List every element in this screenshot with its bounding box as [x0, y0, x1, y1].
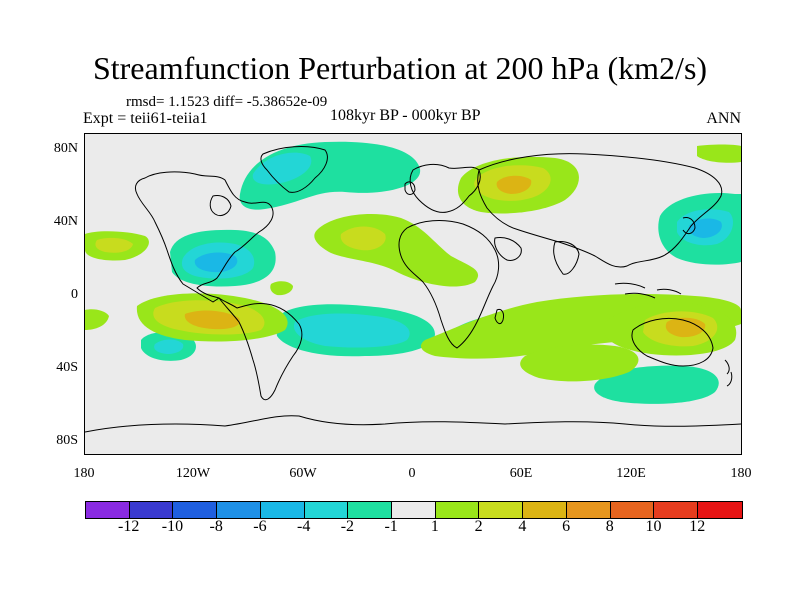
colorbar-swatch: [348, 502, 393, 518]
lat-label-40n: 40N: [53, 214, 78, 229]
colorbar-label: 6: [562, 518, 571, 535]
field-neg1-sio: [594, 365, 719, 404]
colorbar-swatch: [304, 502, 349, 518]
map-title: Streamfunction Perturbation at 200 hPa (…: [92, 50, 708, 86]
positive-anomaly-fields: [85, 144, 741, 382]
colorbar-label: -12: [118, 518, 140, 535]
coast-north-america: [134, 171, 274, 303]
colorbar-swatch: [392, 502, 436, 518]
colorbar-label: -4: [296, 518, 311, 535]
coast-greenland: [260, 146, 328, 193]
coast-arabia: [494, 237, 522, 261]
map-panel: [84, 133, 742, 455]
lon-label-180w: 180: [73, 466, 95, 481]
colorbar-label: 12: [689, 518, 706, 535]
contour-map: [85, 134, 741, 454]
stats-text: rmsd= 1.1523 diff= -5.38652e-09: [126, 94, 328, 110]
coast-new-zealand: [724, 359, 733, 387]
coast-indonesia: [614, 282, 682, 299]
colorbar-swatch: [86, 502, 130, 518]
field-pos1-sio: [520, 344, 639, 382]
colorbar-label: 8: [605, 518, 614, 535]
field-neg4-nwpac: [688, 218, 722, 238]
colorbar-label: -6: [253, 518, 267, 535]
colorbar-swatch: [217, 502, 261, 518]
coast-india: [553, 241, 580, 275]
coast-asia: [477, 153, 723, 268]
colorbar-label: -2: [340, 518, 355, 535]
colorbar-swatch: [610, 502, 655, 518]
colorbar-label: 2: [474, 518, 483, 535]
colorbar-label: 10: [645, 518, 662, 535]
coast-australia: [631, 317, 714, 367]
field-pos4-eurasia: [496, 175, 532, 194]
field-pos2-npac: [95, 237, 133, 253]
coast-africa: [398, 220, 500, 349]
coast-uk: [404, 181, 416, 195]
colorbar-swatch: [698, 502, 742, 518]
field-neg2-sam: [293, 313, 410, 348]
colorbar-label: 4: [518, 518, 527, 535]
coast-madagascar: [494, 309, 504, 325]
lat-label-80s: 80S: [56, 433, 78, 448]
lon-label-60e: 60E: [509, 466, 533, 481]
coastlines: [85, 146, 741, 433]
colorbar-swatch: [129, 502, 174, 518]
field-neg2-greenland: [252, 152, 312, 185]
field-pos1-edge: [85, 309, 109, 330]
lon-label-60w: 60W: [289, 466, 317, 481]
coast-hudson-bay: [209, 195, 232, 217]
field-neg4-namerica: [194, 252, 238, 273]
lon-label-120e: 120E: [616, 466, 646, 481]
colorbar-swatch: [435, 502, 480, 518]
season-label: ANN: [706, 110, 741, 127]
field-pos4-aus: [665, 317, 706, 338]
colorbar-label: -1: [384, 518, 398, 535]
lat-label-0: 0: [71, 287, 78, 302]
field-pos2-atl: [340, 226, 386, 251]
colorbar-label: -10: [161, 518, 184, 535]
field-neg2-sepac: [154, 339, 184, 354]
lon-label-0: 0: [408, 466, 416, 481]
colorbar-swatch: [260, 502, 305, 518]
field-pos4-tpac: [184, 310, 240, 330]
colorbar-swatch: [479, 502, 524, 518]
coast-japan: [682, 217, 696, 235]
colorbar-swatch: [173, 502, 218, 518]
field-pos1-mexico: [270, 281, 293, 296]
subtitle: 108kyr BP - 000kyr BP: [330, 107, 481, 124]
colorbar-swatch: [654, 502, 699, 518]
colorbar: [85, 501, 743, 519]
lat-label-40s: 40S: [56, 360, 78, 375]
colorbar-swatch: [566, 502, 611, 518]
field-pos1-nedge: [697, 144, 741, 163]
lon-label-180e: 180: [730, 466, 752, 481]
coast-antarctica: [85, 415, 741, 433]
colorbar-swatch: [523, 502, 567, 518]
lat-label-80n: 80N: [53, 141, 78, 156]
coast-south-america: [218, 297, 303, 401]
colorbar-label: -8: [209, 518, 223, 535]
lon-label-120w: 120W: [175, 466, 211, 481]
coast-europe: [409, 163, 481, 213]
colorbar-label: 1: [430, 518, 439, 535]
experiment-label: Expt = teii61-teiia1: [83, 110, 208, 127]
